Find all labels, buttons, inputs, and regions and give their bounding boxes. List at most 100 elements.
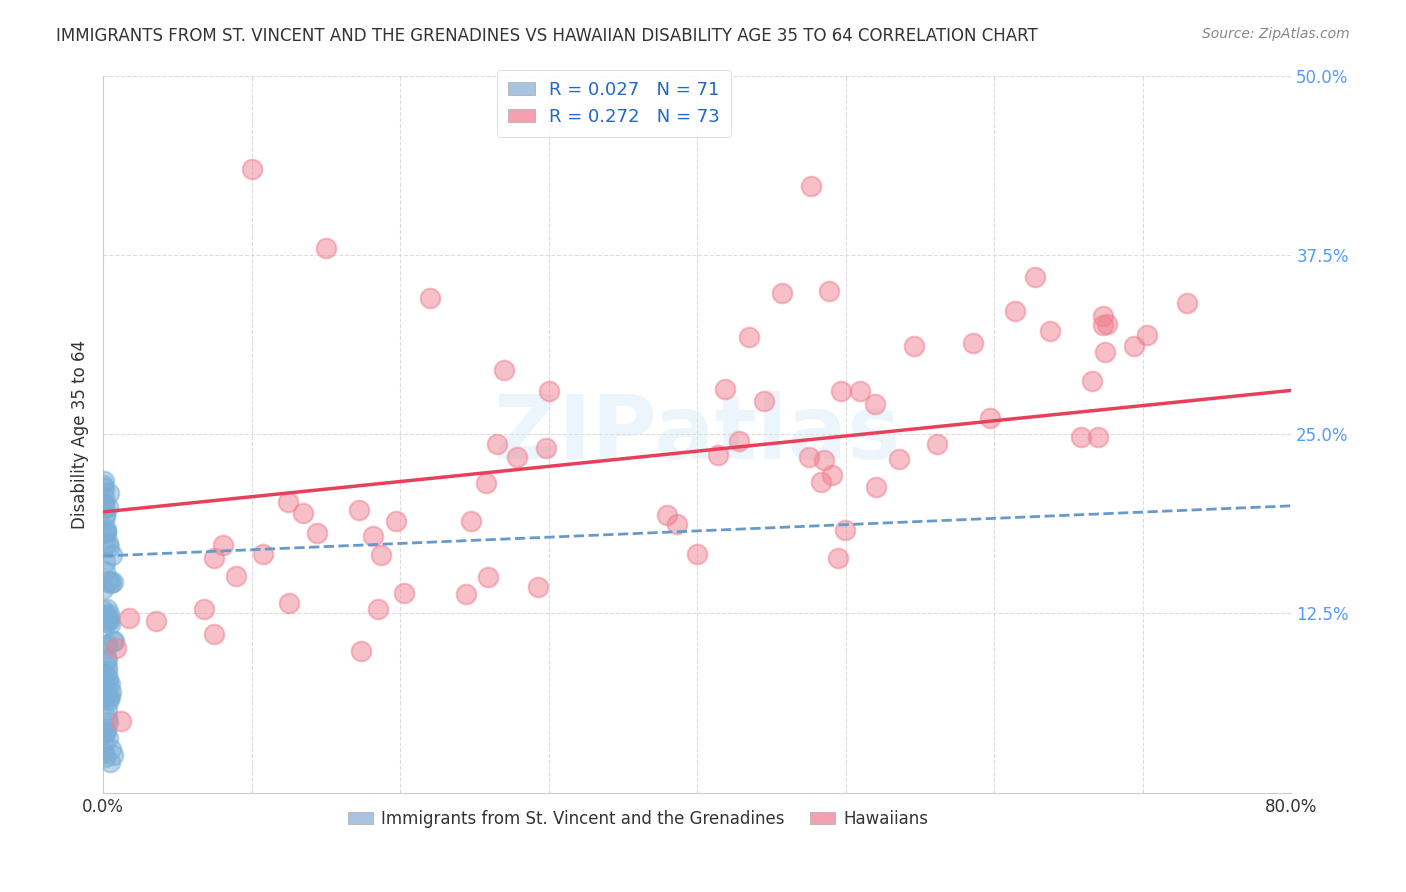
Point (97, 611, 120, 625)
Point (813, 453, 835, 467)
Point (477, 569, 499, 583)
Point (94, 522, 117, 536)
Point (110, 714, 132, 728)
Point (202, 551, 225, 566)
Point (94, 608, 117, 623)
Point (93, 490, 115, 504)
Point (93, 691, 115, 706)
Point (202, 627, 225, 641)
Point (94, 510, 117, 524)
Point (93, 478, 115, 492)
Point (979, 411, 1001, 425)
Point (96, 602, 118, 616)
Point (94, 555, 117, 569)
Point (94, 525, 117, 540)
Point (193, 602, 215, 616)
Point (821, 468, 844, 483)
Point (98, 574, 121, 589)
Point (903, 339, 925, 353)
Point (534, 442, 557, 456)
Point (97, 671, 120, 685)
Point (706, 448, 728, 462)
Point (1092, 309, 1115, 323)
Point (96, 639, 118, 653)
Point (96, 703, 118, 717)
Point (93, 500, 115, 515)
Point (797, 450, 820, 464)
Point (370, 548, 392, 562)
Point (655, 508, 678, 522)
Point (460, 514, 482, 528)
Point (810, 475, 832, 489)
Point (98, 755, 121, 769)
Point (93, 474, 115, 488)
Point (714, 382, 737, 396)
Point (1122, 339, 1144, 353)
Point (818, 285, 841, 299)
Point (849, 384, 872, 398)
Point (1081, 374, 1104, 388)
Point (527, 580, 550, 594)
Point (94, 651, 117, 665)
Y-axis label: Disability Age 35 to 64: Disability Age 35 to 64 (72, 340, 89, 529)
Point (98, 486, 121, 500)
Point (494, 362, 516, 376)
Point (91, 582, 114, 596)
Point (1095, 317, 1118, 331)
Point (211, 538, 233, 552)
Point (93, 497, 115, 511)
Point (225, 568, 247, 582)
Point (827, 551, 849, 566)
Point (98, 689, 121, 703)
Point (97, 575, 120, 590)
Point (863, 397, 886, 411)
Point (96, 660, 118, 674)
Point (97, 613, 120, 627)
Point (1004, 304, 1026, 318)
Point (1175, 296, 1198, 310)
Point (96, 526, 118, 541)
Point (93, 688, 115, 702)
Point (537, 384, 560, 398)
Point (770, 285, 793, 300)
Point (96, 711, 118, 725)
Point (252, 547, 274, 561)
Point (97, 540, 120, 554)
Point (347, 502, 370, 516)
Point (385, 514, 408, 528)
Point (887, 451, 910, 466)
Point (97, 691, 120, 706)
Point (728, 434, 751, 449)
Point (101, 548, 124, 562)
Point (96, 525, 118, 540)
Point (800, 178, 823, 193)
Point (105, 640, 128, 655)
Point (485, 437, 508, 451)
Point (96, 675, 118, 690)
Point (361, 529, 384, 543)
Point (350, 643, 373, 657)
Point (1039, 324, 1062, 338)
Text: Source: ZipAtlas.com: Source: ZipAtlas.com (1202, 27, 1350, 41)
Point (103, 634, 125, 648)
Point (118, 611, 141, 625)
Point (830, 384, 852, 398)
Point (278, 596, 301, 610)
Point (97, 536, 120, 550)
Point (392, 585, 415, 599)
Point (1136, 328, 1159, 343)
Point (1024, 269, 1046, 284)
Legend: Immigrants from St. Vincent and the Grenadines, Hawaiians: Immigrants from St. Vincent and the Gren… (342, 803, 935, 835)
Point (100, 742, 122, 756)
Point (454, 587, 477, 601)
Point (754, 393, 776, 408)
Point (1087, 430, 1109, 444)
Point (94, 749, 117, 764)
Point (685, 547, 707, 561)
Point (97, 693, 120, 707)
Point (93, 665, 115, 680)
Point (101, 747, 124, 762)
Point (1070, 430, 1092, 444)
Point (419, 291, 441, 305)
Point (93, 747, 115, 761)
